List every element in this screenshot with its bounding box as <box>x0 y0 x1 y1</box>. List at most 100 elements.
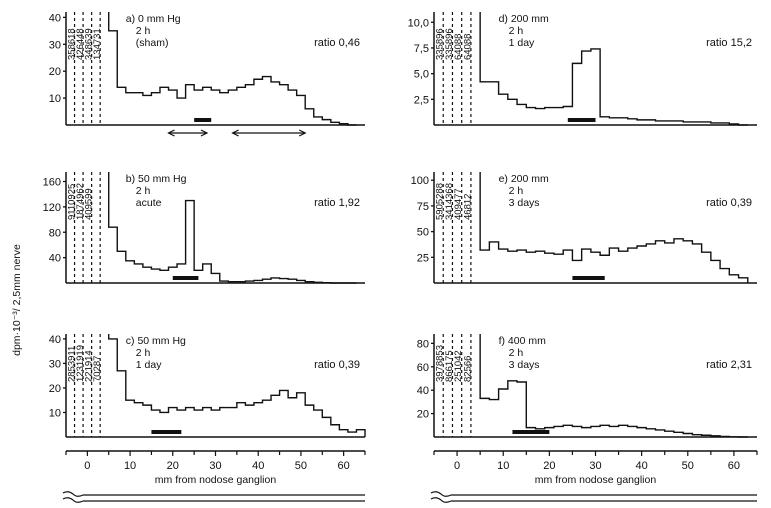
offscale-value: 5905288 <box>435 183 446 220</box>
ratio-label: ratio 0,46 <box>314 37 360 49</box>
y-tick-label: 10 <box>49 407 61 419</box>
histogram-series <box>108 12 357 126</box>
offscale-value: 1231919 <box>75 345 86 382</box>
y-tick-label: 80 <box>417 338 429 350</box>
x-tick-label: 20 <box>543 460 555 472</box>
y-tick-label: 80 <box>49 227 61 239</box>
y-tick-label: 40 <box>49 12 61 24</box>
y-tick-label: 7,5 <box>414 43 429 55</box>
offscale-value: 1874962 <box>75 183 86 220</box>
y-tick-label: 20 <box>49 66 61 78</box>
ratio-label: ratio 0,39 <box>314 359 360 371</box>
x-tick-label: 60 <box>338 460 350 472</box>
offscale-value: 335896 <box>435 28 446 60</box>
offscale-value: 348639 <box>83 28 94 60</box>
y-tick-label: 10,0 <box>408 17 429 29</box>
y-tick-label: 30 <box>49 39 61 51</box>
x-tick-label: 60 <box>728 460 740 472</box>
condition-label: c) 50 mm Hg <box>126 335 186 347</box>
y-tick-label: 2,5 <box>414 94 429 106</box>
offscale-value: 358618 <box>66 28 77 60</box>
offscale-value: 64088 <box>453 34 464 60</box>
x-tick-label: 40 <box>636 460 648 472</box>
offscale-value: 64088 <box>462 34 473 60</box>
x-tick-label: 0 <box>84 460 90 472</box>
x-axis-1: 0 10 20 30 40 50 60 mm from nodose ganglion <box>62 450 366 503</box>
y-tick-label: 40 <box>49 334 61 346</box>
histogram-series <box>479 172 749 283</box>
y-tick-label: 75 <box>417 201 429 213</box>
x-tick-label: 0 <box>454 460 460 472</box>
offscale-value: 409477 <box>453 188 464 220</box>
y-tick-label: 20 <box>49 383 61 395</box>
y-tick-label: 10 <box>49 93 61 105</box>
ratio-label: ratio 2,31 <box>706 359 752 371</box>
condition-label: 2 h <box>136 25 151 37</box>
y-axis-label: dpm·10⁻³/ 2,5mm nerve <box>11 244 23 356</box>
offscale-value: 70287 <box>92 356 103 382</box>
y-tick-label: 5,0 <box>414 69 429 81</box>
condition-label: 3 days <box>509 359 540 371</box>
offscale-value: 2853911 <box>66 346 77 382</box>
offscale-value: 3978853 <box>435 345 446 382</box>
condition-label: d) 200 mm <box>499 13 549 25</box>
offscale-value: 9110925 <box>66 184 77 220</box>
condition-label: 3 days <box>509 197 540 209</box>
offscale-value: 335896 <box>444 28 455 60</box>
x-tick-label: 50 <box>682 460 694 472</box>
ratio-label: ratio 0,39 <box>706 197 752 209</box>
offscale-value: 409599 <box>83 188 94 220</box>
offscale-value: 134731 <box>92 28 103 60</box>
condition-label: e) 200 mm <box>499 173 549 185</box>
offscale-value: 3414368 <box>444 183 455 220</box>
offscale-value: 251042 <box>453 350 464 382</box>
y-tick-label: 60 <box>417 362 429 374</box>
condition-label: 1 day <box>509 37 535 49</box>
y-tick-label: 20 <box>417 409 429 421</box>
offscale-value: 46812 <box>462 194 473 220</box>
x-axis-label: mm from nodose ganglion <box>535 474 657 486</box>
nerve-schematic <box>430 491 757 503</box>
y-tick-label: 100 <box>411 175 429 187</box>
histogram-series <box>479 12 748 126</box>
y-tick-label: 30 <box>49 358 61 370</box>
x-axes: 0 10 20 30 40 50 60 mm from nodose ganglion 0 10 2… <box>62 450 758 503</box>
ratio-label: ratio 15,2 <box>706 37 752 49</box>
histogram-series <box>108 334 366 437</box>
offscale-value: 82566 <box>462 356 473 382</box>
condition-label: 2 h <box>509 185 524 197</box>
x-tick-label: 10 <box>497 460 509 472</box>
nerve-schematic <box>62 491 365 503</box>
double-arrow <box>167 129 209 137</box>
offscale-value: 221914 <box>83 350 94 382</box>
condition-label: acute <box>136 197 162 209</box>
condition-label: b) 50 mm Hg <box>126 173 187 185</box>
y-tick-label: 120 <box>43 202 61 214</box>
x-tick-label: 20 <box>167 460 179 472</box>
x-tick-label: 50 <box>295 460 307 472</box>
condition-label: a) 0 mm Hg <box>126 13 181 25</box>
offscale-value: 866175 <box>444 350 455 382</box>
condition-label: 1 day <box>136 359 162 371</box>
double-arrow <box>231 129 307 137</box>
histogram-series <box>479 334 748 438</box>
condition-label: f) 400 mm <box>499 335 547 347</box>
condition-label: 2 h <box>136 185 151 197</box>
y-tick-label: 25 <box>417 252 429 264</box>
offscale-value: 426448 <box>75 28 86 60</box>
condition-label: 2 h <box>509 347 524 359</box>
histogram-series <box>108 172 357 284</box>
ratio-label: ratio 1,92 <box>314 197 360 209</box>
x-tick-label: 40 <box>252 460 264 472</box>
x-tick-label: 10 <box>124 460 136 472</box>
x-axis-label: mm from nodose ganglion <box>155 474 277 486</box>
x-tick-label: 30 <box>589 460 601 472</box>
x-tick-label: 30 <box>209 460 221 472</box>
